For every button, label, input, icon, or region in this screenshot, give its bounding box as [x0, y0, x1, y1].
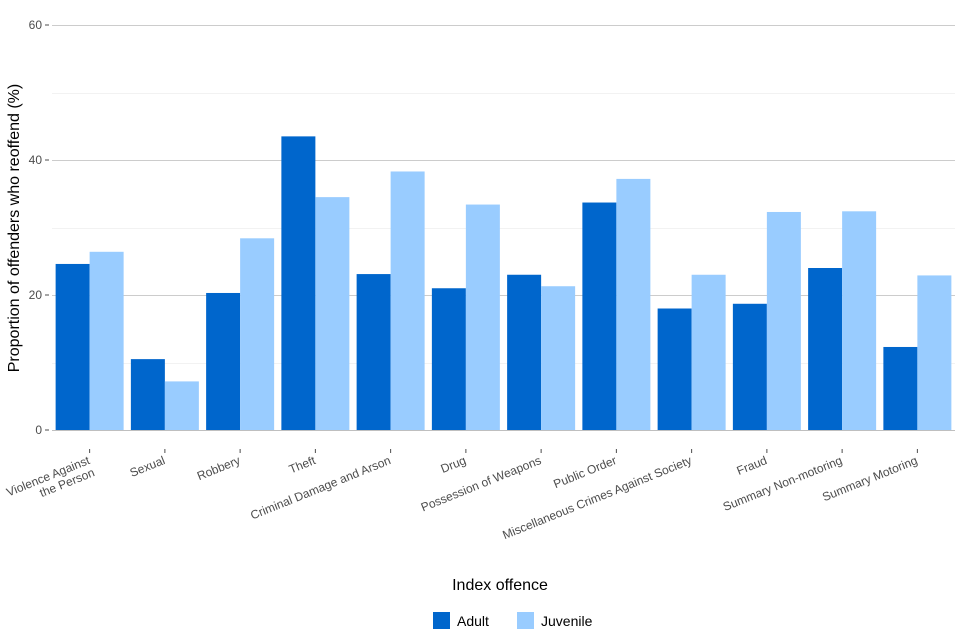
bar-juvenile-10 — [842, 211, 877, 430]
x-tick-label: Robbery — [195, 453, 242, 483]
x-tick-label: Violence Againstthe Person — [4, 453, 97, 511]
bar-adult-2 — [206, 292, 241, 430]
x-tick-label: Drug — [439, 453, 468, 476]
bar-adult-10 — [808, 268, 843, 430]
bar-juvenile-9 — [766, 211, 801, 430]
bar-juvenile-7 — [616, 178, 651, 430]
y-axis-title: Proportion of offenders who reoffend (%) — [6, 84, 23, 372]
bar-adult-0 — [55, 263, 90, 430]
x-tick-label: Sexual — [128, 453, 167, 480]
x-tick-label: Theft — [287, 453, 318, 476]
bar-adult-4 — [356, 274, 391, 430]
grid-lines — [52, 25, 955, 364]
x-tick-label: Criminal Damage and Arson — [248, 453, 392, 522]
bar-juvenile-4 — [390, 171, 425, 430]
legend-label-adult: Adult — [457, 613, 489, 629]
y-axis-ticks: 0 20 40 60 — [29, 18, 49, 437]
bar-juvenile-8 — [691, 274, 726, 430]
bar-juvenile-1 — [164, 381, 199, 430]
bar-juvenile-2 — [240, 238, 275, 430]
bar-juvenile-11 — [917, 275, 952, 430]
bar-adult-9 — [732, 303, 767, 430]
bar-adult-5 — [431, 288, 466, 430]
x-tick-label: Fraud — [735, 453, 769, 478]
bar-juvenile-6 — [541, 286, 576, 430]
bar-adult-6 — [507, 274, 542, 430]
x-axis-title: Index offence — [452, 577, 548, 594]
legend-swatch-juvenile — [517, 612, 534, 629]
y-tick-label: 40 — [29, 153, 43, 167]
bar-juvenile-0 — [89, 251, 124, 430]
legend-swatch-adult — [433, 612, 450, 629]
legend-label-juvenile: Juvenile — [541, 613, 593, 629]
legend: Adult Juvenile — [433, 612, 593, 629]
bar-adult-11 — [883, 346, 918, 430]
x-axis-ticks: Violence Againstthe Person Sexual Robbery T… — [4, 449, 919, 542]
y-tick-label: 20 — [29, 288, 43, 302]
bar-juvenile-3 — [315, 197, 350, 430]
bar-adult-3 — [281, 136, 316, 430]
bar-adult-8 — [657, 308, 692, 430]
y-tick-label: 0 — [35, 423, 42, 437]
bar-adult-1 — [130, 359, 165, 430]
y-tick-label: 60 — [29, 18, 43, 32]
bar-juvenile-5 — [465, 204, 500, 430]
bar-adult-7 — [582, 202, 617, 430]
bars — [55, 136, 952, 430]
